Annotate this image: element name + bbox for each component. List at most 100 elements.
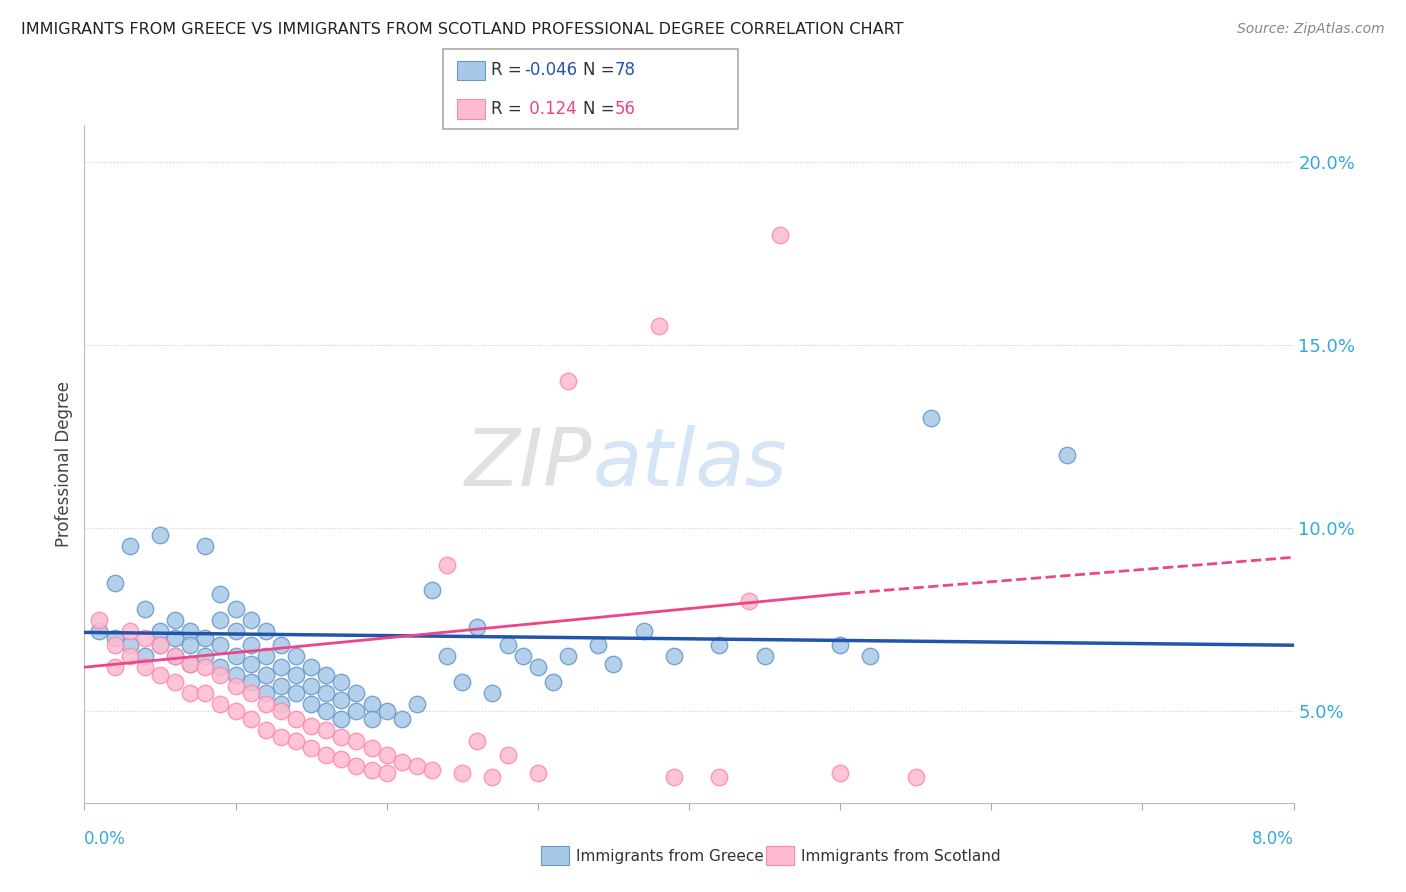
Point (165, 631, 187, 645)
Point (662, 770, 685, 784)
Point (179, 657, 201, 671)
Point (299, 697, 322, 711)
Point (165, 613, 187, 627)
Text: IMMIGRANTS FROM GREECE VS IMMIGRANTS FROM SCOTLAND PROFESSIONAL DEGREE CORRELATI: IMMIGRANTS FROM GREECE VS IMMIGRANTS FRO… (21, 22, 904, 37)
Point (270, 704, 292, 718)
Point (270, 679, 292, 693)
Text: atlas: atlas (592, 425, 787, 503)
Point (738, 594, 761, 608)
Point (315, 704, 337, 718)
Point (194, 649, 217, 664)
Point (391, 756, 413, 770)
Point (194, 539, 217, 553)
Point (254, 649, 277, 664)
Point (254, 697, 277, 711)
Point (239, 613, 262, 627)
Point (375, 748, 398, 763)
Point (330, 730, 353, 744)
Point (285, 733, 308, 747)
Point (89, 613, 111, 627)
Point (254, 667, 277, 681)
Point (104, 631, 127, 645)
Point (254, 686, 277, 700)
Point (239, 638, 262, 652)
Text: R =: R = (491, 100, 527, 118)
Point (225, 649, 247, 664)
Text: 56: 56 (614, 100, 636, 118)
Point (270, 660, 292, 674)
Point (179, 657, 201, 671)
Point (633, 624, 655, 638)
Point (225, 704, 247, 718)
Point (285, 686, 308, 700)
Point (209, 697, 232, 711)
Text: -0.046: -0.046 (524, 62, 578, 79)
Point (239, 657, 262, 671)
Point (118, 649, 141, 664)
Point (830, 638, 852, 652)
Point (209, 660, 232, 674)
Text: Immigrants from Greece: Immigrants from Greece (576, 849, 765, 863)
Point (209, 587, 232, 601)
Point (225, 601, 247, 615)
Point (270, 697, 292, 711)
Point (134, 601, 156, 615)
Point (360, 763, 382, 777)
Point (149, 667, 172, 681)
Point (104, 660, 127, 674)
Point (299, 719, 322, 733)
Point (330, 752, 353, 766)
Point (406, 697, 429, 711)
Point (194, 686, 217, 700)
Point (239, 674, 262, 689)
Point (315, 686, 337, 700)
Point (346, 733, 368, 747)
Text: N =: N = (583, 100, 620, 118)
Text: Source: ZipAtlas.com: Source: ZipAtlas.com (1237, 22, 1385, 37)
Point (118, 624, 141, 638)
Point (165, 649, 187, 664)
Point (662, 649, 685, 664)
Point (285, 712, 308, 726)
Point (149, 624, 172, 638)
Point (149, 638, 172, 652)
Text: ZIP: ZIP (465, 425, 592, 503)
Point (602, 657, 624, 671)
Point (315, 723, 337, 737)
Text: 8.0%: 8.0% (1251, 830, 1294, 848)
Point (346, 704, 368, 718)
Point (346, 686, 368, 700)
Point (209, 667, 232, 681)
Point (588, 638, 610, 652)
Point (496, 748, 519, 763)
Point (134, 660, 156, 674)
Point (254, 723, 277, 737)
Point (270, 638, 292, 652)
Point (709, 638, 731, 652)
Point (481, 770, 503, 784)
Point (330, 693, 353, 707)
Point (134, 649, 156, 664)
Point (375, 766, 398, 780)
Point (420, 583, 443, 598)
Text: 0.0%: 0.0% (84, 830, 127, 848)
Point (225, 679, 247, 693)
Point (165, 674, 187, 689)
Point (467, 733, 489, 747)
Point (209, 638, 232, 652)
Point (315, 748, 337, 763)
Point (451, 674, 474, 689)
Y-axis label: Professional Degree: Professional Degree (55, 381, 73, 547)
Point (436, 558, 458, 572)
Point (165, 649, 187, 664)
Point (769, 227, 792, 242)
Text: R =: R = (491, 62, 527, 79)
Point (118, 539, 141, 553)
Point (557, 649, 579, 664)
Point (149, 638, 172, 652)
Point (451, 766, 474, 780)
Point (149, 528, 172, 542)
Point (467, 620, 489, 634)
Point (330, 712, 353, 726)
Point (496, 638, 519, 652)
